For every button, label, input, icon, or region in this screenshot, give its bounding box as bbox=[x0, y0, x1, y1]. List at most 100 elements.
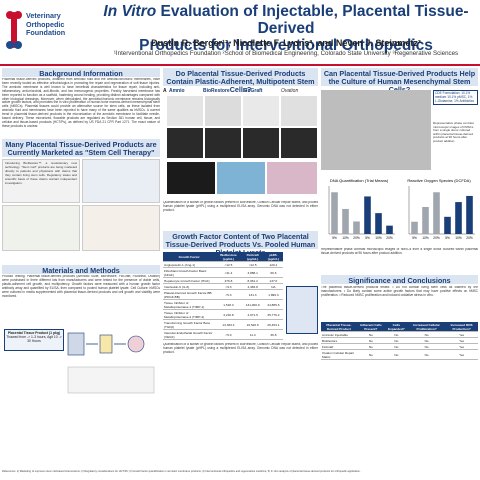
table-cell: No bbox=[384, 331, 408, 338]
dna-chart-bar bbox=[353, 221, 360, 234]
materials-text: Product Testing. Placental tissue-derive… bbox=[2, 275, 160, 298]
title-italic: In Vitro bbox=[103, 3, 157, 20]
stain-image bbox=[217, 162, 265, 194]
table-cell: Fibroblast Growth Factor Basic (bFGF) bbox=[163, 267, 216, 278]
workflow-icon bbox=[67, 332, 155, 394]
table-cell: 35,776.2 bbox=[263, 309, 283, 320]
panel-letter-a: A bbox=[163, 88, 167, 94]
table-cell: No bbox=[407, 343, 446, 350]
table-cell: 13,363.4 bbox=[215, 319, 242, 330]
micrograph-7 bbox=[243, 128, 279, 158]
ros-chart-bar bbox=[433, 192, 440, 234]
sig-col-header: Placental Tissue-Derived Product bbox=[321, 322, 357, 332]
dna-chart-bar bbox=[386, 225, 393, 234]
ad-screenshot-1: Introducing BioRestore™, a revolutionary… bbox=[2, 159, 80, 203]
growth-factor-heading-band: Growth Factor Content of Two Placental T… bbox=[163, 231, 318, 257]
table-cell: 11.4 bbox=[241, 329, 264, 340]
table-cell: 16,520.6 bbox=[241, 319, 264, 330]
sig-table-body: Amniotic Injectable No No No Yes BioRestore No… bbox=[321, 331, 478, 360]
table-cell: No bbox=[356, 337, 385, 344]
ros-chart-tick-label: 20% bbox=[466, 236, 473, 240]
sig-col-header: Increased ROS Production? bbox=[445, 322, 478, 332]
gf-table-body: Angiopoietin-1 (Ang-1) <12.5 <12.5 120.1 Fib… bbox=[163, 261, 283, 340]
brand-ovation: Ovation bbox=[281, 88, 299, 94]
table-cell: No bbox=[384, 349, 408, 360]
growth-factor-heading: Growth Factor Content of Two Placental T… bbox=[165, 232, 316, 257]
poster-header: Veterinary Orthopedic Foundation In Vitr… bbox=[0, 0, 480, 66]
table-row: Amniotic Injectable No No No Yes bbox=[321, 331, 478, 338]
poster-title: In Vitro Evaluation of Injectable, Place… bbox=[96, 3, 476, 54]
center-column: Do Placental Tissue-Derived Products Con… bbox=[163, 68, 318, 371]
table-cell: Tissue Inhibitor of Metalloproteinase-1 … bbox=[163, 299, 216, 310]
hmsc-image-panel: CDE Formulation: 10.1% medium 10.1% pMSC… bbox=[321, 88, 478, 174]
background-text: Placental tissue-derived products, obtai… bbox=[2, 78, 160, 128]
dna-chart-tick-label: 20% bbox=[386, 236, 393, 240]
gf-col-header: pHPL (pg/mL) bbox=[263, 252, 283, 262]
gf-col-header: FloGraft (pg/mL) bbox=[241, 252, 264, 262]
table-row: Platelet-Derived Growth Factor-BB (PDGF-… bbox=[163, 289, 283, 300]
dna-chart-axes bbox=[328, 186, 395, 235]
table-row: FloGraft No No No Yes bbox=[321, 343, 478, 350]
table-row: Hepatocyte Growth Factor (HGF) 476.8 8,061… bbox=[163, 277, 283, 284]
cells-caption: Quantification of a subset of growth fac… bbox=[163, 201, 318, 212]
table-row: Fibroblast Growth Factor Basic (bFGF) <41… bbox=[163, 267, 283, 278]
table-cell: 3,210.8 bbox=[215, 309, 242, 320]
contain-cells-heading: Do Placental Tissue-Derived Products Con… bbox=[166, 69, 315, 94]
table-cell: Yes bbox=[445, 331, 478, 338]
contain-cells-heading-band: Do Placental Tissue-Derived Products Con… bbox=[163, 68, 318, 94]
table-cell: Yes bbox=[445, 343, 478, 350]
ros-chart-bar bbox=[466, 195, 473, 234]
background-heading-band: Background Information bbox=[2, 68, 160, 78]
significance-heading-band: Significance and Conclusions bbox=[321, 275, 478, 285]
table-cell: <12.5 bbox=[215, 261, 242, 268]
image-caption: Representative phase contrast microscopi… bbox=[433, 121, 474, 143]
table-cell: 1,899.3 bbox=[263, 289, 283, 300]
table-cell: Angiopoietin-1 (Ang-1) bbox=[163, 261, 216, 268]
table-cell: <5.3 bbox=[215, 289, 242, 300]
micrograph-4 bbox=[281, 96, 317, 126]
table-cell: <5.0 bbox=[215, 329, 242, 340]
brand-biorestore: BioRestore bbox=[203, 88, 230, 94]
table-row: Tissue Inhibitor of Metalloproteinase-2 … bbox=[163, 309, 283, 320]
table-cell: Tissue Inhibitor of Metalloproteinase-2 … bbox=[163, 309, 216, 320]
ros-chart-bar bbox=[455, 202, 462, 234]
table-row: Transforming Growth Factor Beta (TGFβ) 13… bbox=[163, 319, 283, 330]
table-cell: <12.5 bbox=[241, 261, 264, 268]
table-cell: Vascular Endothelial Growth Factor (VEGF… bbox=[163, 329, 216, 340]
dna-chart-bar bbox=[364, 196, 371, 234]
table-cell: 36.8 bbox=[263, 329, 283, 340]
gf-col-header: BioRestore (pg/mL) bbox=[215, 252, 242, 262]
table-cell: NA bbox=[263, 283, 283, 290]
charts-panel: DNA Quantification (Trial Means) 5% 10% 20%… bbox=[321, 176, 478, 246]
table-cell: 66.6 bbox=[263, 267, 283, 278]
left-column: Background Information Placental tissue-… bbox=[2, 68, 160, 409]
table-cell: 131.3 bbox=[241, 289, 264, 300]
table-cell: Hepatocyte Growth Factor (HGF) bbox=[163, 277, 216, 284]
table-cell: <9.3 bbox=[215, 283, 242, 290]
growth-factor-table: Growth Factor BioRestore (pg/mL) FloGraf… bbox=[163, 252, 283, 340]
table-cell: No bbox=[356, 349, 385, 360]
table-cell: No bbox=[356, 331, 385, 338]
table-cell: Ovation Cellular Repair Matrix bbox=[321, 349, 357, 360]
process-diagram: Placental Tissue Product (1 pkg) Thawed … bbox=[2, 327, 160, 409]
dna-chart-tick-label: 5% bbox=[332, 236, 337, 240]
table-row: Tissue Inhibitor of Metalloproteinase-1 … bbox=[163, 299, 283, 310]
process-header: Placental Tissue Product (1 pkg) bbox=[7, 331, 61, 335]
hmsc-micrograph-grid bbox=[321, 90, 431, 170]
sig-col-header: Cells Expanded? bbox=[384, 322, 408, 332]
gf-col-header: Growth Factor bbox=[163, 252, 216, 262]
cell-images-panel: A Amnio BioRestore FloGraft Ovation bbox=[163, 88, 318, 200]
histology-image bbox=[267, 162, 317, 194]
affiliations: ¹Interventional Orthopedics Foundation ²… bbox=[113, 50, 459, 57]
table-cell: No bbox=[407, 349, 446, 360]
ros-chart-tick-label: 20% bbox=[433, 236, 440, 240]
title-line2: Products for Interventional Orthopedics bbox=[139, 37, 433, 54]
dna-chart-bar bbox=[375, 213, 382, 234]
micrograph-8 bbox=[281, 128, 317, 158]
table-cell: Yes bbox=[445, 349, 478, 360]
process-step: Thawed from -> 1-3 hours, Agit 10 -> 30 … bbox=[6, 335, 62, 343]
ros-chart-axes bbox=[408, 186, 475, 235]
support-heading-band: Can Placental Tissue-Derived Products He… bbox=[321, 68, 478, 94]
marketing-examples: Introducing BioRestore™, a revolutionary… bbox=[2, 159, 160, 251]
significance-text: The placental tissue-derived products te… bbox=[321, 286, 478, 297]
